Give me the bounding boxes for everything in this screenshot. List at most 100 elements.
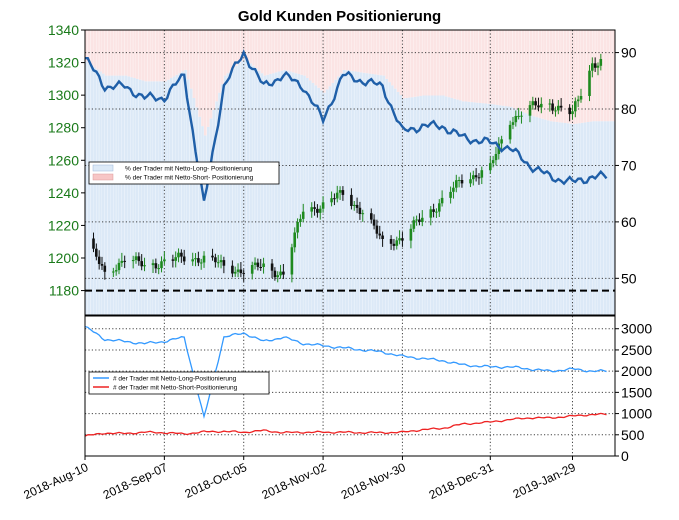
short-band: [425, 30, 428, 96]
long-band: [147, 81, 150, 315]
short-band: [439, 30, 442, 96]
short-band: [490, 30, 493, 105]
long-band: [393, 88, 397, 315]
series-line-long-pct: [85, 49, 608, 201]
candle-body: [421, 217, 424, 222]
long-band: [413, 96, 417, 315]
candle-body: [103, 265, 107, 272]
short-band: [549, 30, 553, 122]
short-band: [266, 30, 269, 75]
candle-body: [112, 271, 115, 273]
short-band: [187, 30, 190, 80]
long-band: [99, 71, 102, 315]
short-band: [167, 30, 170, 80]
y-right-tick-label: 80: [621, 101, 637, 117]
long-band: [232, 68, 235, 315]
short-band: [484, 30, 488, 104]
candle-body: [460, 180, 464, 184]
long-band: [493, 104, 496, 315]
long-band: [303, 75, 306, 315]
long-band: [447, 97, 451, 315]
long-band: [402, 98, 405, 315]
long-band: [419, 96, 422, 315]
short-band: [257, 30, 261, 71]
short-band: [481, 30, 485, 104]
long-band: [462, 101, 465, 315]
short-band: [578, 30, 581, 124]
long-band: [549, 121, 553, 315]
long-band: [405, 98, 408, 315]
long-band: [359, 72, 363, 315]
candle-body: [214, 257, 217, 263]
short-band: [337, 30, 340, 77]
long-band: [399, 95, 403, 315]
long-band: [294, 73, 298, 315]
long-band: [586, 122, 590, 315]
long-band: [221, 84, 224, 315]
long-band: [453, 98, 456, 315]
long-band: [547, 120, 550, 315]
long-band: [515, 109, 519, 315]
short-band: [212, 30, 216, 110]
short-band: [90, 30, 94, 66]
short-band: [558, 30, 561, 123]
long-band: [606, 121, 610, 315]
short-band: [598, 30, 601, 122]
candle-body: [415, 219, 418, 221]
short-band: [442, 30, 445, 96]
short-band: [368, 30, 371, 74]
short-band: [371, 30, 374, 74]
long-band: [300, 74, 303, 315]
candle-body: [548, 103, 552, 105]
long-band: [552, 121, 556, 315]
candle-body: [596, 65, 600, 68]
short-band: [396, 30, 400, 92]
candle-body: [330, 198, 333, 203]
long-band: [374, 74, 377, 315]
long-band: [376, 74, 380, 315]
candle-body: [140, 261, 143, 267]
long-band: [218, 92, 221, 315]
short-band: [150, 30, 153, 82]
short-band: [581, 30, 584, 123]
x-tick-label: 2018-Oct-05: [183, 460, 250, 501]
candle-body: [554, 110, 557, 112]
y2-tick-label: 1500: [621, 384, 652, 400]
candle-body: [273, 270, 277, 278]
long-band: [141, 80, 145, 315]
candle-body: [338, 190, 342, 193]
short-band: [357, 30, 360, 72]
long-band: [575, 123, 578, 315]
long-band: [490, 104, 493, 315]
short-band: [470, 30, 474, 103]
short-band: [430, 30, 434, 96]
long-band: [167, 79, 170, 315]
long-band: [600, 121, 604, 315]
candle-body: [372, 219, 376, 226]
candle-body: [293, 232, 296, 248]
long-band: [481, 103, 485, 315]
short-band: [119, 30, 122, 76]
short-band: [147, 30, 150, 82]
candle-body: [279, 271, 282, 276]
long-band: [464, 101, 468, 315]
long-band: [266, 74, 269, 315]
long-band: [470, 102, 474, 315]
long-band: [357, 71, 360, 315]
long-band: [521, 111, 525, 315]
short-band: [102, 30, 105, 74]
long-band: [422, 95, 425, 315]
candle-body: [143, 265, 146, 267]
short-band: [515, 30, 519, 110]
legend: % der Trader mit Netto-Long- Positionier…: [88, 161, 280, 185]
short-band: [181, 30, 184, 72]
short-band: [311, 30, 315, 83]
long-band: [195, 107, 199, 315]
short-band: [178, 30, 182, 74]
short-band: [272, 30, 275, 74]
candle-body: [171, 259, 175, 261]
short-band: [342, 30, 346, 70]
candle-body: [477, 177, 481, 179]
long-band: [223, 75, 227, 315]
long-band: [561, 122, 564, 315]
